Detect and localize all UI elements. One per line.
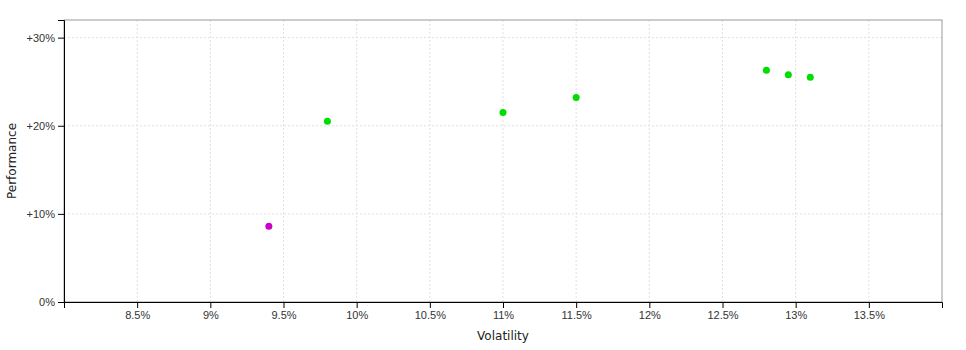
x-tick: 10.5% [415,302,446,321]
chart: 8.5% 9% 9.5% 10% 10.5% 11% 11.5% 12% 12.5% 13% 13.… [0,0,966,350]
x-tick: 11.5% [561,302,592,321]
point [573,94,580,101]
x-axis-title: Volatility [477,329,529,343]
x-grid-line [210,20,211,302]
y-grid-line [64,37,942,38]
y-tick-label: +30% [27,32,56,44]
x-tick-mark [649,302,650,308]
point [807,74,814,81]
x-tick-mark [576,302,577,308]
x-tick-mark [357,302,358,308]
x-tick: 9.5% [271,302,296,321]
x-tick: 12% [639,302,661,321]
y-grid-line [64,125,942,126]
y-tick-mark [58,302,64,303]
point [763,67,770,74]
x-tick: 13.5% [854,302,885,321]
plot: 8.5% 9% 9.5% 10% 10.5% 11% 11.5% 12% 12.5% 13% 13.… [27,20,943,321]
x-grid-line [283,20,284,302]
y-tick: +20% [27,120,64,132]
x-tick-label: 10% [346,309,368,321]
plot-frame [64,20,942,302]
x-tick: 10% [346,302,368,321]
x-axis-line [65,303,943,309]
x-tick-mark [796,302,797,308]
x-grid-line [503,20,504,302]
x-tick-mark [210,302,211,308]
x-grid-line [576,20,577,302]
y-axis: 0% +10% +20% +30% [27,21,65,309]
x-tick-label: 13.5% [854,309,885,321]
x-grid-line [795,20,796,302]
x-axis: 8.5% 9% 9.5% 10% 10.5% 11% 11.5% 12% 12.5% 13% 13.… [65,302,943,321]
x-grid-line [868,20,869,302]
point [265,223,272,230]
x-tick-label: 11% [493,309,514,321]
x-tick-label: 9% [203,309,219,321]
point [324,118,331,125]
x-grid-line [649,20,650,302]
x-tick: 9% [203,302,219,321]
marks [265,67,813,230]
y-tick: +10% [27,208,64,220]
x-tick-label: 13% [785,309,807,321]
y-tick-label: 0% [39,296,55,308]
x-tick-mark [430,302,431,308]
x-tick-label: 10.5% [415,309,446,321]
y-tick: 0% [39,296,64,308]
x-tick-label: 12.5% [707,309,738,321]
point [500,109,507,116]
x-tick-mark [284,302,285,308]
x-tick-label: 12% [639,309,661,321]
y-tick-mark [58,126,64,127]
y-grid-line [64,213,942,214]
grid [64,20,942,302]
x-grid-line [356,20,357,302]
x-tick-mark [503,302,504,308]
y-axis-title: Performance [5,123,19,199]
x-grid-line [429,20,430,302]
y-tick: +30% [27,32,64,44]
y-tick-mark [58,214,64,215]
x-tick: 11% [493,302,514,321]
x-grid-line [137,20,138,302]
x-tick-label: 8.5% [125,309,150,321]
x-tick-mark [723,302,724,308]
x-tick-mark [869,302,870,308]
point [785,71,792,78]
x-tick: 13% [785,302,807,321]
x-tick-label: 11.5% [561,309,592,321]
y-tick-label: +20% [27,120,56,132]
x-tick-mark [137,302,138,308]
x-tick: 12.5% [707,302,738,321]
y-axis-line [58,21,65,303]
series [324,67,814,125]
series [265,223,272,230]
x-tick-label: 9.5% [271,309,296,321]
x-grid-line [722,20,723,302]
x-tick: 8.5% [125,302,150,321]
y-tick-mark [58,38,64,39]
y-tick-label: +10% [27,208,56,220]
